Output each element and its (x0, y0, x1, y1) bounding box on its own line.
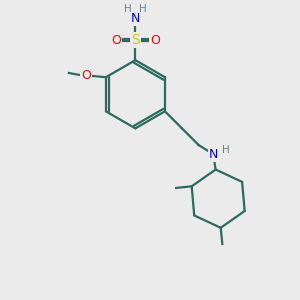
Text: N: N (208, 148, 218, 161)
Text: H: H (124, 4, 132, 14)
Text: N: N (131, 12, 140, 26)
Text: O: O (81, 69, 91, 82)
Text: H: H (222, 145, 230, 155)
Text: S: S (131, 33, 140, 47)
Text: H: H (139, 4, 146, 14)
Text: O: O (111, 34, 121, 46)
Text: O: O (150, 34, 160, 46)
